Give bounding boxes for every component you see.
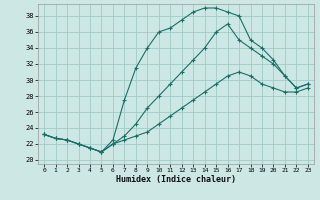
- X-axis label: Humidex (Indice chaleur): Humidex (Indice chaleur): [116, 175, 236, 184]
